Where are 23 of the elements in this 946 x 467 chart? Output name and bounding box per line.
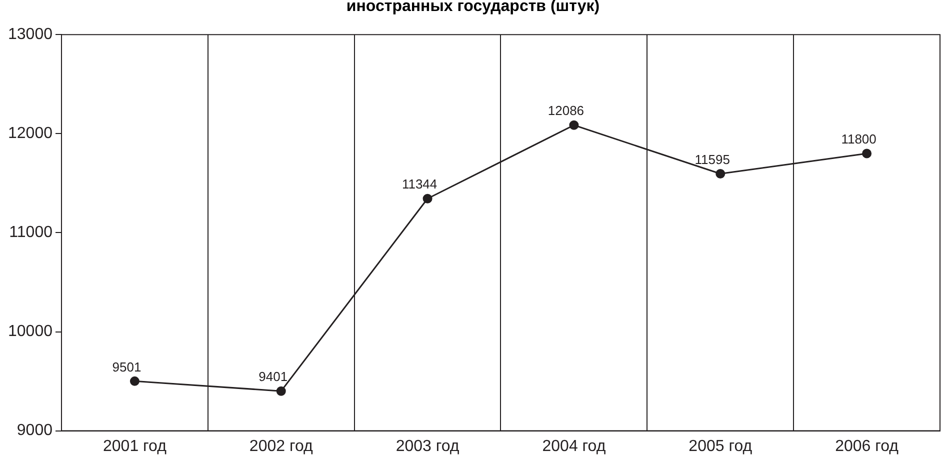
point: [130, 376, 140, 386]
y-tick-label: 13000: [8, 26, 53, 44]
y-tick-label: 12000: [8, 125, 53, 142]
data-label: 12086: [548, 103, 584, 118]
data-label: 11595: [694, 152, 730, 167]
point: [862, 148, 872, 158]
x-tick-label: 2004 год: [542, 438, 606, 455]
y-tick-label: 11000: [9, 224, 53, 242]
x-tick-label: 2005 год: [688, 438, 753, 455]
y-tick-label: 9000: [16, 422, 53, 440]
data-label: 9401: [258, 369, 288, 384]
x-tick-label: 2003 год: [396, 438, 460, 455]
x-tick-label: 2002 год: [249, 438, 314, 455]
point: [276, 386, 286, 396]
data-label: 9501: [112, 359, 142, 374]
point: [569, 120, 579, 130]
data-label: 11344: [402, 176, 438, 192]
point: [716, 169, 726, 179]
x-tick-label: 2006 год: [835, 438, 900, 455]
x-tick-label: 2001 год: [103, 438, 168, 455]
point: [422, 194, 432, 204]
y-tick-label: 10000: [8, 323, 53, 340]
data-label: 11800: [841, 132, 876, 147]
